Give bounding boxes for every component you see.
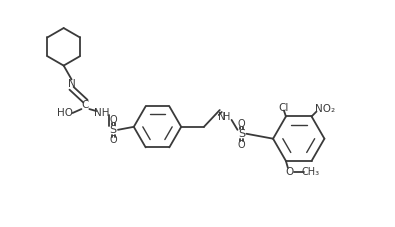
Text: C: C (82, 100, 89, 110)
Text: NH: NH (94, 108, 110, 118)
Text: O: O (109, 135, 117, 145)
Text: O: O (109, 115, 117, 125)
Text: N: N (68, 79, 75, 89)
Text: N: N (218, 112, 226, 122)
Text: S: S (238, 129, 245, 139)
Text: CH₃: CH₃ (301, 167, 320, 177)
Text: HO: HO (56, 108, 73, 118)
Text: S: S (109, 125, 117, 135)
Text: O: O (286, 167, 294, 177)
Text: O: O (238, 140, 245, 150)
Text: NO₂: NO₂ (315, 104, 335, 114)
Text: O: O (238, 119, 245, 129)
Text: Cl: Cl (279, 103, 289, 113)
Text: H: H (223, 112, 230, 122)
